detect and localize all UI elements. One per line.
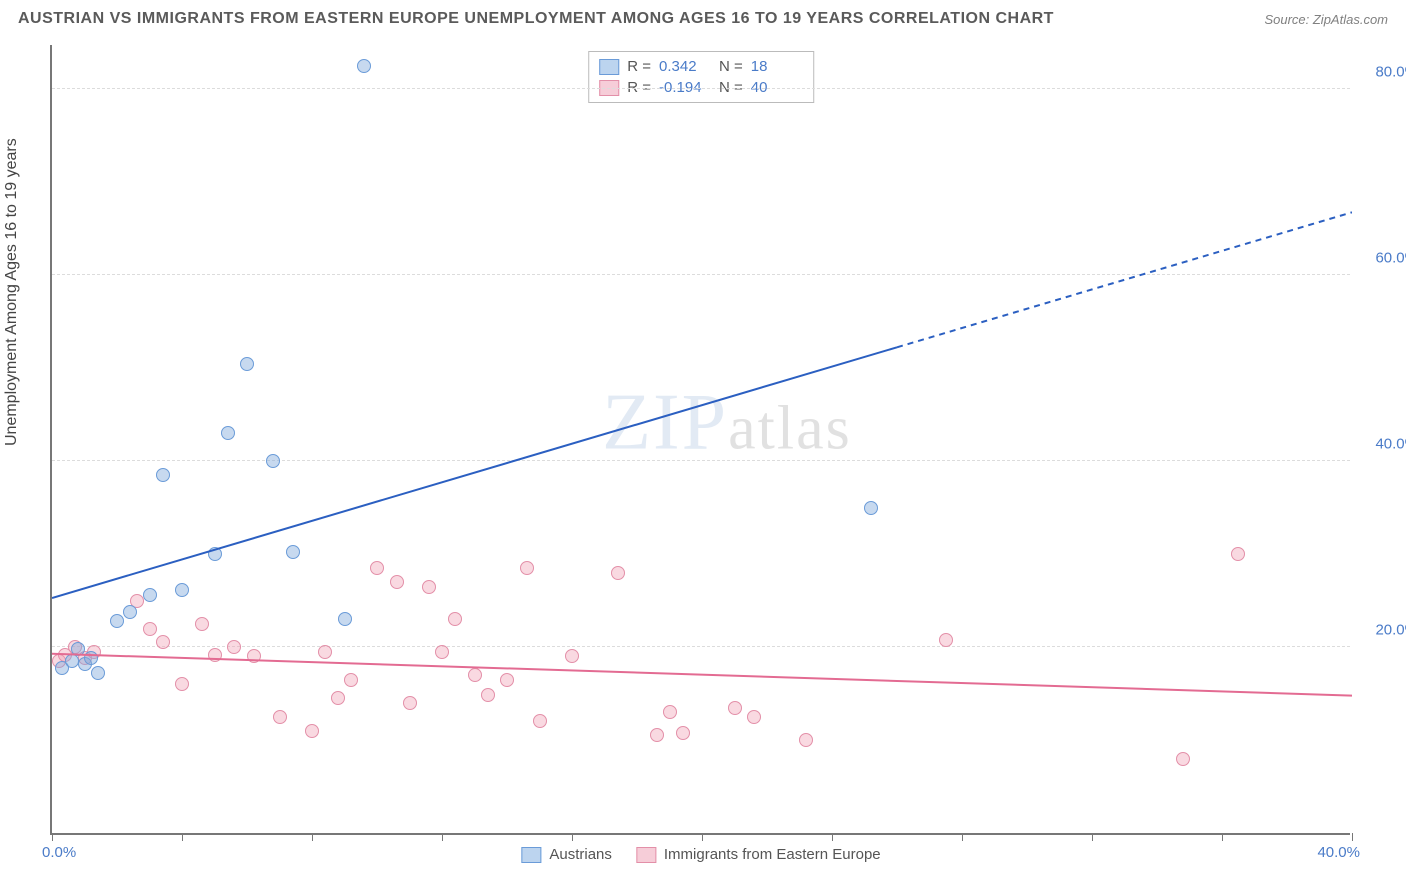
chart-title: AUSTRIAN VS IMMIGRANTS FROM EASTERN EURO… (18, 10, 1054, 28)
x-tick (312, 833, 313, 841)
data-point-eastern (448, 612, 462, 626)
data-point-eastern (939, 633, 953, 647)
data-point-austrians (123, 605, 137, 619)
data-point-eastern (1176, 752, 1190, 766)
data-point-eastern (390, 575, 404, 589)
trend-line (897, 212, 1352, 347)
x-tick (1222, 833, 1223, 841)
x-tick (1352, 833, 1353, 841)
x-tick (182, 833, 183, 841)
data-point-eastern (611, 566, 625, 580)
data-point-eastern (227, 640, 241, 654)
swatch-eastern-bottom (636, 847, 656, 863)
r-value-austrians: 0.342 (659, 58, 711, 75)
data-point-austrians (84, 651, 98, 665)
data-point-austrians (208, 547, 222, 561)
gridline (52, 460, 1350, 461)
y-tick-label: 60.0% (1375, 250, 1406, 267)
data-point-eastern (500, 673, 514, 687)
data-point-eastern (403, 696, 417, 710)
swatch-austrians-bottom (521, 847, 541, 863)
y-tick-label: 40.0% (1375, 436, 1406, 453)
data-point-eastern (305, 724, 319, 738)
x-tick (1092, 833, 1093, 841)
x-tick (442, 833, 443, 841)
x-axis-start-label: 0.0% (42, 844, 76, 861)
x-tick (572, 833, 573, 841)
data-point-eastern (331, 691, 345, 705)
data-point-austrians (65, 654, 79, 668)
n-value-austrians: 18 (751, 58, 803, 75)
legend-item-eastern: Immigrants from Eastern Europe (636, 846, 881, 863)
chart-plot-area: ZIPatlas R = 0.342 N = 18 R = -0.194 N =… (50, 45, 1350, 835)
x-tick (962, 833, 963, 841)
data-point-austrians (156, 468, 170, 482)
data-point-austrians (266, 454, 280, 468)
data-point-eastern (676, 726, 690, 740)
data-point-eastern (1231, 547, 1245, 561)
data-point-eastern (533, 714, 547, 728)
data-point-austrians (240, 357, 254, 371)
swatch-austrians (599, 59, 619, 75)
data-point-eastern (799, 733, 813, 747)
data-point-austrians (221, 426, 235, 440)
data-point-eastern (663, 705, 677, 719)
legend-item-austrians: Austrians (521, 846, 612, 863)
data-point-eastern (747, 710, 761, 724)
data-point-eastern (143, 622, 157, 636)
data-point-eastern (370, 561, 384, 575)
data-point-eastern (650, 728, 664, 742)
data-point-eastern (156, 635, 170, 649)
data-point-eastern (247, 649, 261, 663)
data-point-austrians (286, 545, 300, 559)
data-point-eastern (208, 648, 222, 662)
data-point-eastern (728, 701, 742, 715)
n-label: N = (719, 58, 743, 75)
x-tick (702, 833, 703, 841)
gridline (52, 646, 1350, 647)
r-label: R = (627, 58, 651, 75)
data-point-austrians (338, 612, 352, 626)
x-tick (832, 833, 833, 841)
data-point-eastern (318, 645, 332, 659)
data-point-eastern (468, 668, 482, 682)
data-point-austrians (91, 666, 105, 680)
watermark-zip: ZIP (602, 379, 728, 467)
data-point-eastern (195, 617, 209, 631)
data-point-austrians (143, 588, 157, 602)
x-tick (52, 833, 53, 841)
x-axis-end-label: 40.0% (1317, 844, 1360, 861)
series-legend: Austrians Immigrants from Eastern Europe (521, 846, 880, 863)
legend-row-austrians: R = 0.342 N = 18 (599, 56, 803, 77)
data-point-eastern (175, 677, 189, 691)
data-point-eastern (435, 645, 449, 659)
watermark-atlas: atlas (728, 395, 852, 463)
source-attribution: Source: ZipAtlas.com (1264, 12, 1388, 27)
legend-label-austrians: Austrians (549, 846, 612, 863)
y-tick-label: 20.0% (1375, 622, 1406, 639)
data-point-austrians (110, 614, 124, 628)
data-point-austrians (864, 501, 878, 515)
data-point-eastern (565, 649, 579, 663)
data-point-eastern (344, 673, 358, 687)
gridline (52, 88, 1350, 89)
data-point-eastern (481, 688, 495, 702)
data-point-austrians (71, 642, 85, 656)
data-point-eastern (422, 580, 436, 594)
gridline (52, 274, 1350, 275)
legend-label-eastern: Immigrants from Eastern Europe (664, 846, 881, 863)
data-point-eastern (273, 710, 287, 724)
y-axis-label: Unemployment Among Ages 16 to 19 years (3, 138, 21, 446)
data-point-eastern (520, 561, 534, 575)
data-point-austrians (175, 583, 189, 597)
trend-lines-layer (52, 45, 1352, 835)
correlation-legend: R = 0.342 N = 18 R = -0.194 N = 40 (588, 51, 814, 103)
watermark: ZIPatlas (602, 378, 852, 469)
trend-line (52, 347, 897, 598)
data-point-austrians (357, 59, 371, 73)
y-tick-label: 80.0% (1375, 64, 1406, 81)
